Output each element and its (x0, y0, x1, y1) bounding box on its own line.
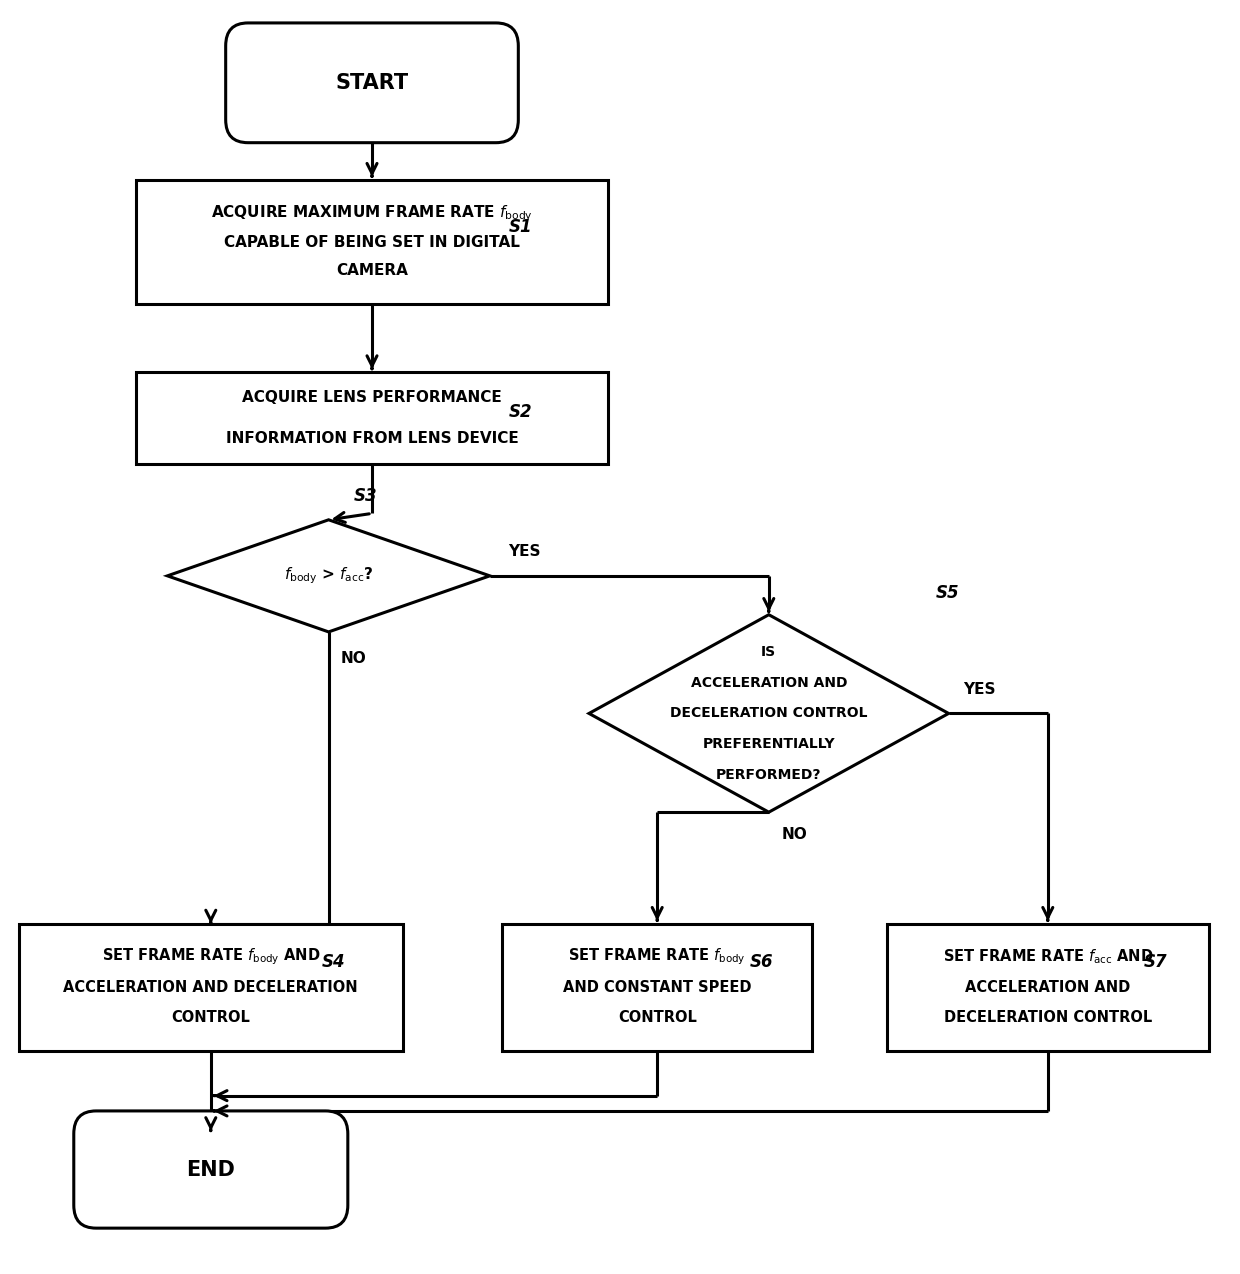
Text: S3: S3 (353, 487, 377, 505)
Text: INFORMATION FROM LENS DEVICE: INFORMATION FROM LENS DEVICE (226, 431, 518, 446)
Text: YES: YES (508, 544, 541, 559)
Text: SET FRAME RATE $f_{\mathsf{acc}}$ AND: SET FRAME RATE $f_{\mathsf{acc}}$ AND (942, 948, 1153, 966)
Text: ACCELERATION AND: ACCELERATION AND (691, 676, 847, 689)
Text: SET FRAME RATE $f_{\mathsf{body}}$: SET FRAME RATE $f_{\mathsf{body}}$ (568, 947, 746, 967)
Text: CAMERA: CAMERA (336, 262, 408, 278)
Text: CONTROL: CONTROL (171, 1010, 250, 1026)
Bar (19, 924, 403, 1051)
Text: START: START (336, 73, 408, 93)
Text: PREFERENTIALLY: PREFERENTIALLY (703, 738, 835, 750)
Text: ACCELERATION AND DECELERATION: ACCELERATION AND DECELERATION (63, 980, 358, 995)
Text: S5: S5 (936, 583, 960, 603)
Text: ACQUIRE LENS PERFORMANCE: ACQUIRE LENS PERFORMANCE (242, 390, 502, 405)
Text: SET FRAME RATE $f_{\mathsf{body}}$ AND: SET FRAME RATE $f_{\mathsf{body}}$ AND (102, 947, 320, 967)
Text: ACQUIRE MAXIMUM FRAME RATE $f_{\mathsf{body}}$: ACQUIRE MAXIMUM FRAME RATE $f_{\mathsf{b… (211, 204, 533, 224)
Text: ACCELERATION AND: ACCELERATION AND (965, 980, 1131, 995)
Bar (136, 180, 608, 304)
Text: S1: S1 (508, 218, 532, 236)
Text: YES: YES (963, 682, 996, 697)
Text: $f_{\mathsf{body}}$ > $f_{\mathsf{acc}}$?: $f_{\mathsf{body}}$ > $f_{\mathsf{acc}}$… (284, 566, 373, 586)
Text: S4: S4 (322, 953, 346, 971)
Text: AND CONSTANT SPEED: AND CONSTANT SPEED (563, 980, 751, 995)
Text: NO: NO (781, 828, 807, 842)
Bar (887, 924, 1209, 1051)
Text: IS: IS (761, 646, 776, 659)
Text: DECELERATION CONTROL: DECELERATION CONTROL (944, 1010, 1152, 1026)
Polygon shape (167, 520, 490, 632)
Polygon shape (589, 615, 949, 813)
Bar (136, 372, 608, 464)
Text: CAPABLE OF BEING SET IN DIGITAL: CAPABLE OF BEING SET IN DIGITAL (224, 234, 520, 250)
Text: S7: S7 (1143, 953, 1167, 971)
Text: DECELERATION CONTROL: DECELERATION CONTROL (670, 707, 868, 720)
Text: NO: NO (341, 651, 367, 666)
Text: S6: S6 (749, 953, 774, 971)
Text: CONTROL: CONTROL (618, 1010, 697, 1026)
FancyBboxPatch shape (74, 1111, 347, 1228)
Text: PERFORMED?: PERFORMED? (715, 768, 822, 781)
Text: END: END (186, 1159, 236, 1180)
Bar (502, 924, 812, 1051)
Text: S2: S2 (508, 403, 532, 420)
FancyBboxPatch shape (226, 23, 518, 143)
